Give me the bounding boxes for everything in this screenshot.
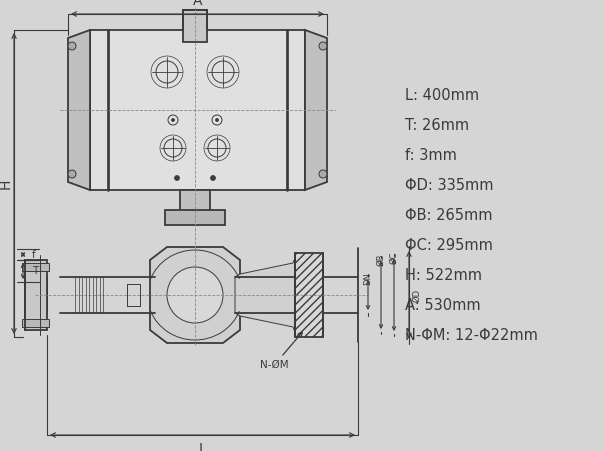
Bar [25, 260, 47, 330]
Text: T: T [32, 266, 38, 276]
Text: ØB: ØB [376, 253, 385, 266]
Circle shape [319, 170, 327, 178]
Circle shape [216, 119, 219, 121]
Text: L: 400mm: L: 400mm [405, 87, 479, 102]
Text: H: H [0, 178, 13, 189]
Polygon shape [305, 30, 327, 190]
Polygon shape [235, 258, 295, 332]
Polygon shape [150, 247, 240, 343]
Text: H: 522mm: H: 522mm [405, 267, 482, 282]
Circle shape [175, 175, 179, 180]
Bar [22, 319, 49, 327]
Bar [180, 190, 210, 215]
Text: ØD: ØD [412, 289, 421, 302]
Circle shape [68, 42, 76, 50]
Text: A: 530mm: A: 530mm [405, 298, 481, 313]
Bar [295, 253, 323, 337]
Bar [183, 10, 207, 42]
Bar [165, 210, 225, 225]
Text: L: L [199, 442, 207, 451]
Polygon shape [68, 30, 90, 190]
Text: ΦD: 335mm: ΦD: 335mm [405, 178, 493, 193]
Text: N-ØM: N-ØM [260, 332, 302, 370]
Circle shape [319, 42, 327, 50]
Text: DN: DN [364, 272, 373, 285]
Text: f: f [32, 249, 36, 259]
Bar [90, 30, 305, 190]
Text: ΦC: 295mm: ΦC: 295mm [405, 238, 493, 253]
Circle shape [68, 170, 76, 178]
Bar [22, 263, 49, 271]
Circle shape [211, 175, 216, 180]
Text: ΦB: 265mm: ΦB: 265mm [405, 207, 492, 222]
Circle shape [167, 267, 223, 323]
Text: A: A [193, 0, 202, 8]
Text: ØC: ØC [390, 251, 399, 263]
Circle shape [172, 119, 175, 121]
Text: N-ΦM: 12-Φ22mm: N-ΦM: 12-Φ22mm [405, 327, 538, 342]
Text: T: 26mm: T: 26mm [405, 118, 469, 133]
Text: f: 3mm: f: 3mm [405, 147, 457, 162]
